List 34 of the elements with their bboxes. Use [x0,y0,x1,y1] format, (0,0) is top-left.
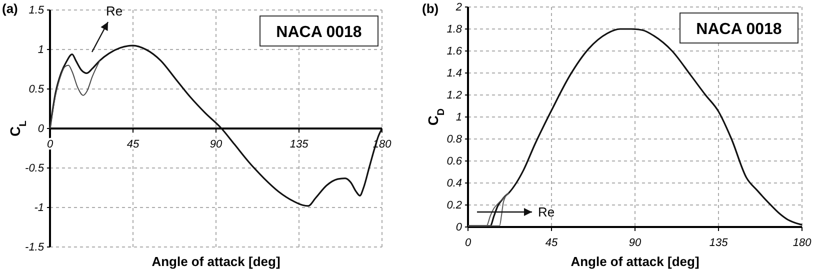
y-tick-label: 0.4 [446,178,462,190]
x-tick-label: 90 [628,237,642,250]
y-tick-label: 1 [456,112,462,124]
y-tick-label: 0.5 [28,84,45,96]
x-tick-label: 135 [290,138,310,151]
x-tick-label: 90 [210,138,223,151]
y-tick-label: 1.4 [446,68,462,80]
y-tick-label: 0.2 [446,200,462,212]
y-tick-label: 1.8 [446,24,463,36]
y-tick-label: 1 [38,44,44,56]
y-tick-label: 2 [454,2,462,14]
chart-title: (b) [422,1,439,16]
y-tick-label: 0.8 [446,134,463,146]
x-axis-title: Angle of attack [deg] [152,254,280,269]
y-tick-label: 0 [38,123,45,136]
y-tick-label: -0.5 [25,162,45,175]
x-tick-label: 0 [464,237,472,250]
y-tick-label: -1.5 [25,242,45,254]
y-tick-label: 1.6 [446,46,463,58]
x-axis-title: Angle of attack [deg] [570,254,700,269]
annotation: Re [538,204,555,220]
y-tick-label: 1.2 [446,90,462,102]
x-tick-label: 45 [126,138,140,151]
annotation: NACA 0018 [276,24,362,41]
x-tick-label: 135 [709,237,729,250]
y-tick-label: 0.6 [446,156,463,168]
x-tick-label: 180 [792,237,812,250]
y-tick-label: 0 [456,222,463,234]
y-tick-label: 1.5 [28,4,45,17]
y-tick-label: -1 [34,202,44,214]
x-tick-label: 45 [545,237,558,250]
chart-title: (a) [2,1,18,16]
annotation: NACA 0018 [696,21,782,38]
annotation: Re [106,3,123,18]
